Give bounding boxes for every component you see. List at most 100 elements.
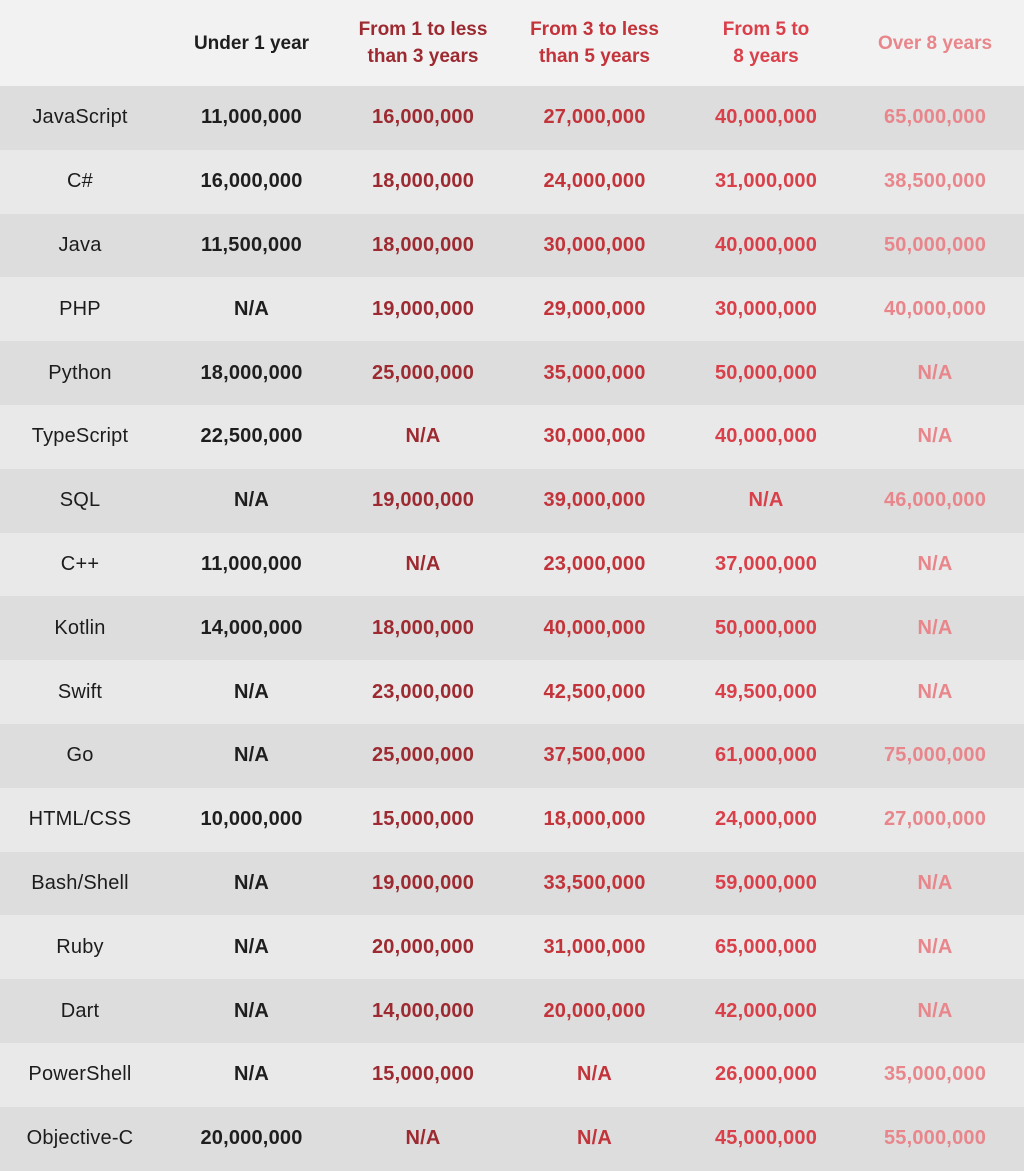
table-row: Swift N/A 23,000,000 42,500,000 49,500,000 N/… [0,660,1024,724]
salary-cell: 10,000,000 [200,808,303,831]
table-row: Go N/A 25,000,000 37,500,000 61,000,000 75,00… [0,723,1024,788]
salary-cell: N/A [233,489,270,512]
language-cell: Bash/Shell [31,871,129,894]
salary-cell: N/A [917,616,953,639]
salary-cell: N/A [917,935,953,958]
salary-cell: 27,000,000 [543,106,646,129]
salary-cell: N/A [233,680,270,703]
language-cell: PHP [59,297,101,320]
salary-cell: 30,000,000 [714,297,818,320]
salary-cell: 18,000,000 [371,616,475,639]
salary-cell: N/A [405,1127,441,1150]
salary-cell: N/A [576,1063,613,1086]
salary-cell: N/A [917,999,953,1022]
salary-cell: 35,000,000 [543,361,646,384]
salary-cell: 37,500,000 [543,744,646,767]
salary-cell: 35,000,000 [883,1063,987,1086]
table-row: TypeScript 22,500,000 N/A 30,000,000 40,000,… [0,404,1024,469]
salary-cell: 50,000,000 [714,616,818,639]
salary-cell: N/A [233,871,270,894]
language-cell: Go [66,744,94,767]
salary-cell: N/A [233,744,270,767]
table-row: Dart N/A 14,000,000 20,000,000 42,000,000 N/A [0,979,1024,1043]
language-cell: Python [48,361,112,384]
salary-cell: N/A [233,935,270,958]
header-over-8-years: Over 8 years [877,32,993,54]
salary-cell: 18,000,000 [371,233,475,256]
salary-cell: 39,000,000 [543,489,646,512]
salary-cell: N/A [405,425,441,448]
salary-cell: 45,000,000 [714,1127,818,1150]
language-cell: C++ [60,552,100,575]
salary-cell: 23,000,000 [371,680,475,703]
salary-cell: N/A [917,552,953,575]
salary-cell: 20,000,000 [371,935,475,958]
table-row: Objective-C 20,000,000 N/A N/A 45,000,000 55,… [0,1106,1024,1171]
salary-cell: 24,000,000 [543,170,646,193]
salary-cell: 31,000,000 [714,170,818,193]
table-row: C# 16,000,000 18,000,000 24,000,000 31,000,0… [0,149,1024,214]
salary-cell: 15,000,000 [371,808,475,831]
salary-cell: 30,000,000 [543,233,646,256]
table-row: PHP N/A 19,000,000 29,000,000 30,000,000 40,0… [0,277,1024,342]
table-row: Java 11,500,000 18,000,000 30,000,000 40,000… [0,213,1024,278]
salary-cell: 14,000,000 [200,616,303,639]
salary-cell: 42,000,000 [714,999,818,1022]
salary-cell: 25,000,000 [371,361,475,384]
salary-cell: 15,000,000 [371,1063,475,1086]
header-1-to-3-years: From 1 to less than 3 years [358,19,488,67]
salary-cell: 75,000,000 [883,744,987,767]
salary-cell: N/A [233,297,270,320]
header-3-to-5-years: From 3 to less than 5 years [530,19,659,67]
header-empty [0,0,160,86]
salary-cell: 38,500,000 [883,170,987,193]
table-row: Python 18,000,000 25,000,000 35,000,000 50,0… [0,341,1024,405]
salary-cell: N/A [748,489,784,512]
salary-cell: 24,000,000 [714,808,818,831]
table-row: Kotlin 14,000,000 18,000,000 40,000,000 50,0… [0,596,1024,661]
salary-cell: 19,000,000 [371,871,475,894]
salary-cell: N/A [917,680,953,703]
salary-cell: 23,000,000 [543,552,646,575]
salary-cell: N/A [917,425,953,448]
salary-cell: 46,000,000 [883,489,987,512]
salary-cell: 59,000,000 [714,871,818,894]
language-cell: TypeScript [31,425,129,448]
salary-cell: 31,000,000 [543,935,646,958]
language-cell: HTML/CSS [28,808,132,831]
salary-cell: 22,500,000 [200,425,303,448]
table-row: SQL N/A 19,000,000 39,000,000 N/A 46,000,000 [0,468,1024,533]
salary-cell: 18,000,000 [200,361,303,384]
language-cell: C# [67,170,93,193]
salary-cell: 40,000,000 [714,233,818,256]
table-row: PowerShell N/A 15,000,000 N/A 26,000,000 35,0… [0,1042,1024,1107]
salary-cell: 18,000,000 [371,170,475,193]
salary-cell: N/A [233,999,270,1022]
salary-cell: 16,000,000 [371,106,475,129]
salary-cell: N/A [233,1063,270,1086]
table-row: HTML/CSS 10,000,000 15,000,000 18,000,000 24… [0,787,1024,852]
salary-cell: 42,500,000 [543,680,646,703]
table-row: JavaScript 11,000,000 16,000,000 27,000,000… [0,86,1024,150]
salary-cell: 37,000,000 [714,552,818,575]
language-cell: Kotlin [54,616,106,639]
salary-cell: 30,000,000 [543,425,646,448]
salary-cell: N/A [405,552,441,575]
salary-cell: 20,000,000 [543,999,646,1022]
salary-cell: 25,000,000 [371,744,475,767]
salary-cell: 26,000,000 [714,1063,818,1086]
salary-cell: 55,000,000 [883,1127,987,1150]
language-cell: JavaScript [32,106,128,129]
table-header: Under 1 year From 1 to less than 3 years… [0,0,1024,86]
salary-cell: 40,000,000 [543,616,646,639]
table-body: JavaScript 11,000,000 16,000,000 27,000,000… [0,86,1024,1171]
language-cell: Objective-C [26,1127,134,1150]
salary-cell: 19,000,000 [371,297,475,320]
salary-cell: 27,000,000 [883,808,987,831]
salary-cell: 16,000,000 [200,170,303,193]
salary-cell: 65,000,000 [883,106,987,129]
salary-cell: 65,000,000 [714,935,818,958]
language-cell: Dart [60,999,100,1022]
salary-cell: 11,000,000 [201,552,302,575]
salary-cell: 49,500,000 [714,680,818,703]
